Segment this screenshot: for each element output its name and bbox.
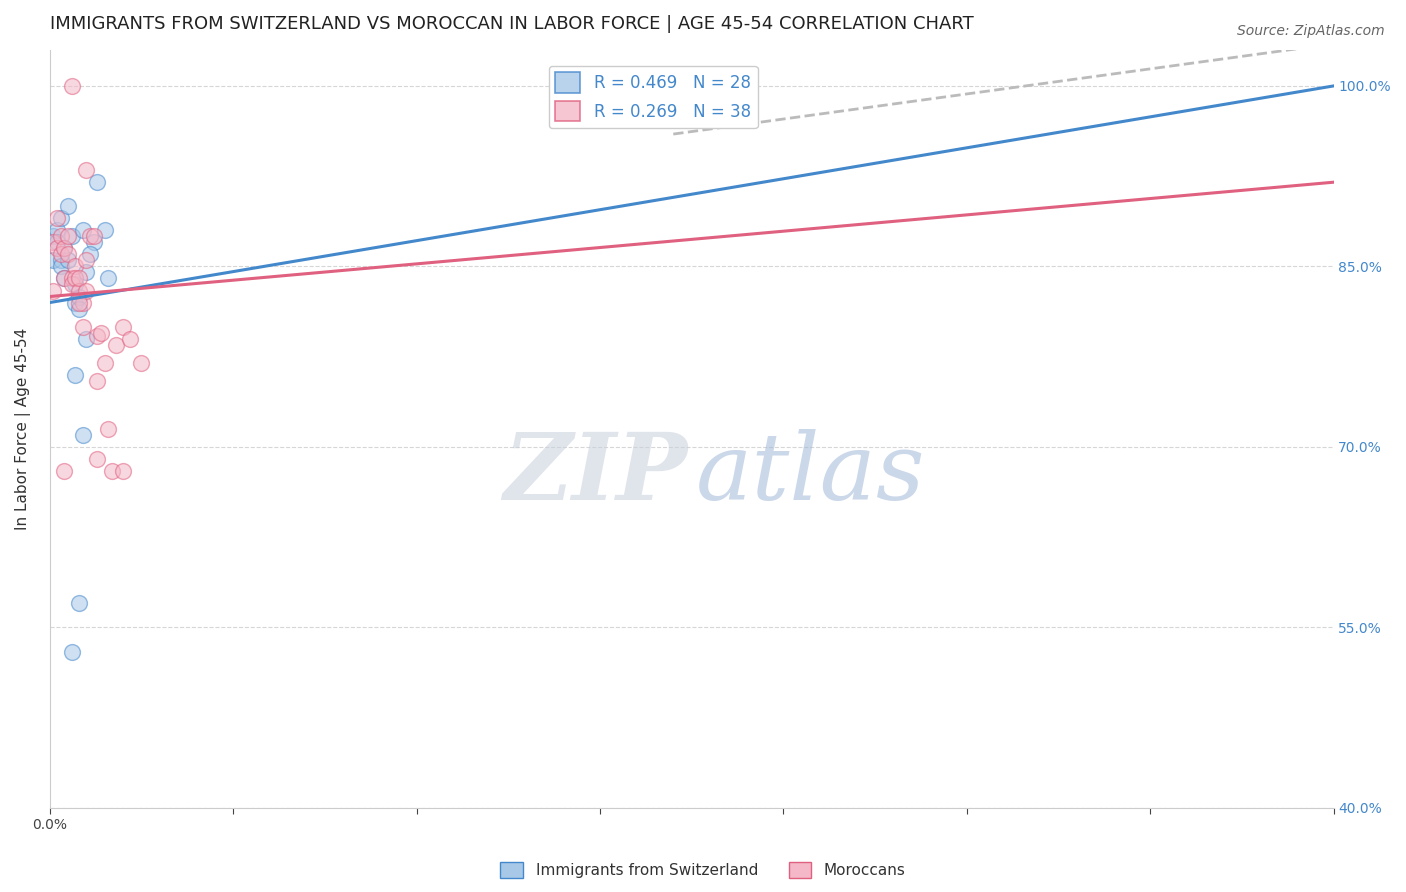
Point <box>94 223 117 237</box>
Point <box>56 253 79 268</box>
Point <box>60 277 83 292</box>
Point <box>56 229 79 244</box>
Point <box>75 253 97 268</box>
Point <box>53 241 76 255</box>
Point <box>75 265 97 279</box>
Point <box>60 271 83 285</box>
Point <box>49 253 72 268</box>
Point <box>46 211 69 226</box>
Point <box>49 247 72 261</box>
Point <box>60 78 83 93</box>
Point <box>120 332 142 346</box>
Text: atlas: atlas <box>696 429 925 519</box>
Point <box>65 277 87 292</box>
Point <box>75 284 97 298</box>
Point <box>86 374 108 388</box>
Point <box>42 284 65 298</box>
Point <box>112 319 135 334</box>
Point <box>67 301 90 316</box>
Text: Source: ZipAtlas.com: Source: ZipAtlas.com <box>1237 24 1385 38</box>
Point <box>53 271 76 285</box>
Point <box>65 368 87 382</box>
Point <box>42 235 65 250</box>
Point <box>49 260 72 274</box>
Point <box>86 452 108 467</box>
Point <box>53 241 76 255</box>
Point <box>72 223 94 237</box>
Point <box>79 229 101 244</box>
Point <box>75 163 97 178</box>
Point <box>94 356 117 370</box>
Point <box>86 175 108 189</box>
Point <box>53 464 76 478</box>
Point <box>72 428 94 442</box>
Point <box>42 253 65 268</box>
Point <box>86 329 108 343</box>
Point <box>104 337 127 351</box>
Point <box>79 247 101 261</box>
Point <box>46 241 69 255</box>
Legend: R = 0.469   N = 28, R = 0.269   N = 38: R = 0.469 N = 28, R = 0.269 N = 38 <box>548 66 758 128</box>
Point <box>67 271 90 285</box>
Point <box>49 211 72 226</box>
Point <box>75 332 97 346</box>
Point <box>56 199 79 213</box>
Point <box>101 464 124 478</box>
Point <box>83 235 105 250</box>
Point <box>72 319 94 334</box>
Point <box>67 295 90 310</box>
Point <box>90 326 112 340</box>
Point <box>46 235 69 250</box>
Legend: Immigrants from Switzerland, Moroccans: Immigrants from Switzerland, Moroccans <box>495 856 911 884</box>
Point <box>72 295 94 310</box>
Point <box>53 271 76 285</box>
Point <box>67 289 90 303</box>
Point <box>65 260 87 274</box>
Point <box>83 229 105 244</box>
Text: IMMIGRANTS FROM SWITZERLAND VS MOROCCAN IN LABOR FORCE | AGE 45-54 CORRELATION C: IMMIGRANTS FROM SWITZERLAND VS MOROCCAN … <box>49 15 973 33</box>
Text: ZIP: ZIP <box>503 429 688 519</box>
Point <box>131 356 153 370</box>
Point <box>56 247 79 261</box>
Point <box>67 284 90 298</box>
Point <box>97 271 120 285</box>
Point <box>65 295 87 310</box>
Point <box>97 422 120 436</box>
Point <box>112 464 135 478</box>
Point <box>60 644 83 658</box>
Point <box>67 596 90 610</box>
Point <box>65 271 87 285</box>
Point <box>60 229 83 244</box>
Y-axis label: In Labor Force | Age 45-54: In Labor Force | Age 45-54 <box>15 327 31 530</box>
Point <box>46 223 69 237</box>
Point <box>42 229 65 244</box>
Point <box>49 229 72 244</box>
